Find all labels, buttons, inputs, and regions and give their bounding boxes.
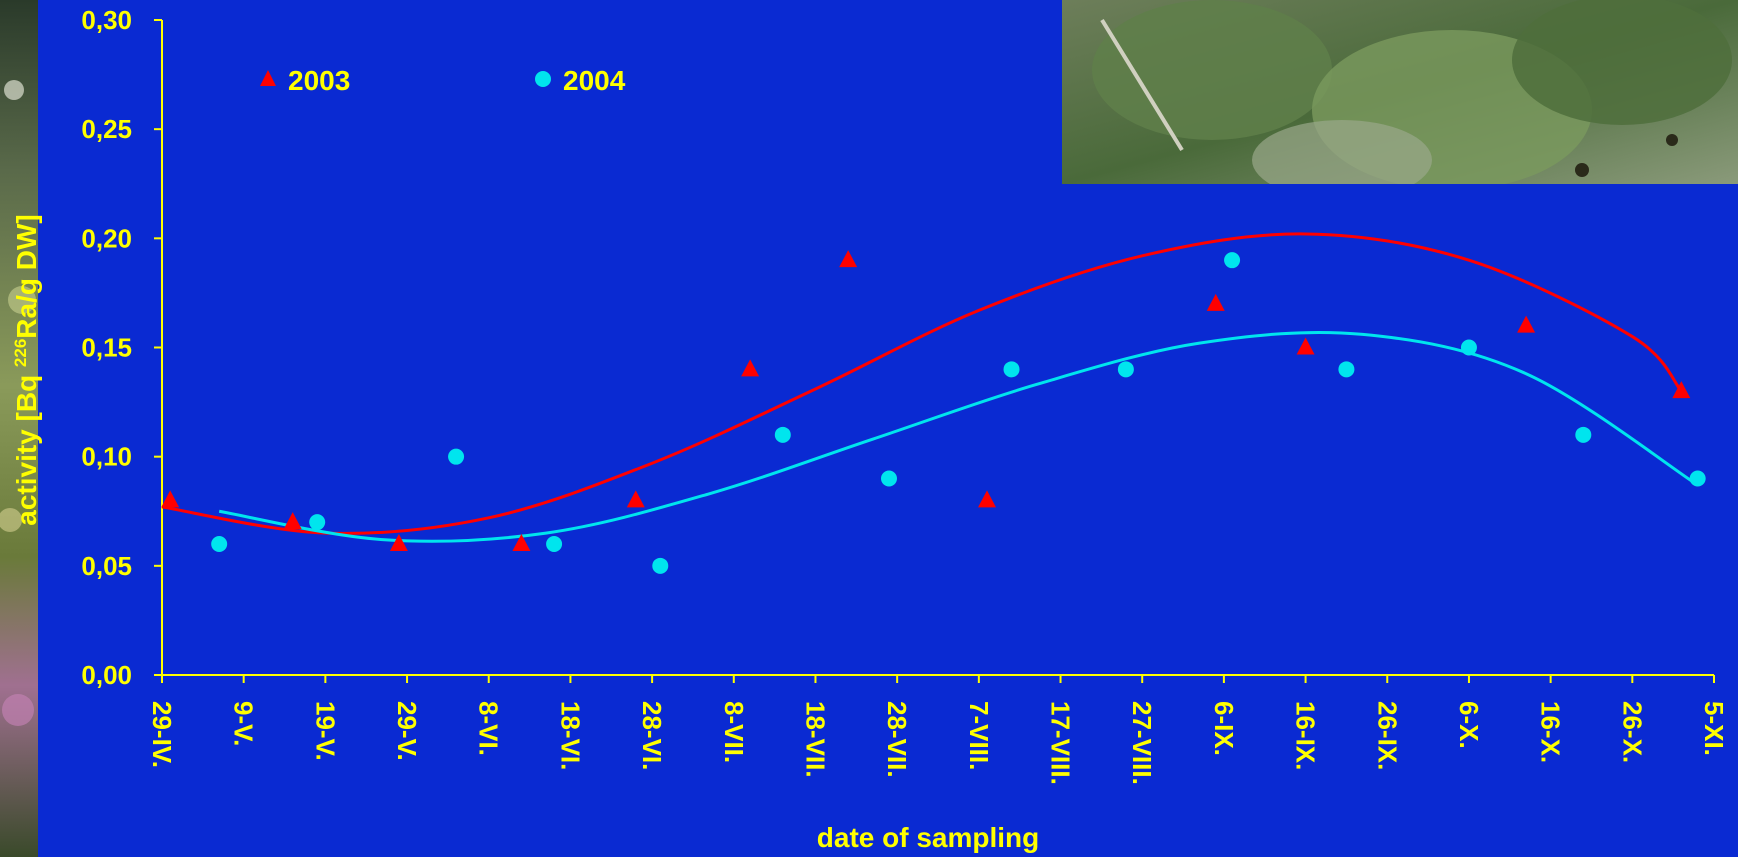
- y-axis: 0,00 0,05 0,10 0,15 0,20 0,25 0,30: [81, 5, 163, 690]
- y-tick-label: 0,05: [81, 551, 132, 581]
- x-tick-label: 16-X.: [1536, 701, 1566, 763]
- legend: 2003 2004: [260, 65, 626, 96]
- legend-label-2003: 2003: [288, 65, 350, 96]
- x-axis: 29-IV. 9-V. 19-V. 29-V. 8-VI. 18-VI. 28-VI. 8-V…: [147, 674, 1729, 785]
- x-tick-label: 9-V.: [229, 701, 259, 746]
- point-2003: [741, 359, 760, 377]
- point-2003: [283, 512, 302, 530]
- point-2003: [1206, 293, 1225, 311]
- x-tick-label: 28-VII.: [882, 701, 912, 778]
- x-tick-label: 27-VIII.: [1127, 701, 1157, 785]
- point-2004: [448, 448, 465, 465]
- y-tick-label: 0,00: [81, 660, 132, 690]
- trend-line-2003: [161, 232, 1683, 535]
- x-tick-label: 5-XI.: [1699, 701, 1729, 756]
- point-2003: [626, 490, 645, 508]
- x-tick-label: 29-V.: [392, 701, 422, 761]
- y-axis-title-post: Ra/g DW]: [11, 214, 42, 338]
- point-2004: [1224, 252, 1241, 269]
- x-tick-label: 7-VIII.: [964, 701, 994, 770]
- x-tick-label: 28-VI.: [637, 701, 667, 770]
- y-tick-label: 0,30: [81, 5, 132, 35]
- point-2003: [978, 490, 997, 508]
- point-2004: [1338, 361, 1355, 378]
- point-2003: [1296, 337, 1315, 355]
- x-tick-label: 6-IX.: [1209, 701, 1239, 756]
- x-tick-label: 26-IX.: [1372, 701, 1402, 770]
- legend-label-2004: 2004: [563, 65, 626, 96]
- y-axis-title-sup: 226: [11, 339, 30, 367]
- point-2004: [880, 470, 897, 487]
- x-tick-label: 18-VII.: [800, 701, 830, 778]
- point-2004: [1460, 339, 1477, 356]
- point-2003: [1672, 381, 1691, 399]
- trend-line-2004: [218, 330, 1699, 543]
- point-2004: [546, 536, 563, 552]
- trend-lines: [161, 232, 1699, 543]
- x-tick-label: 16-IX.: [1291, 701, 1321, 770]
- y-tick-label: 0,25: [81, 114, 132, 144]
- x-tick-label: 29-IV.: [147, 701, 177, 768]
- point-2004: [1689, 470, 1706, 487]
- y-axis-title: activity [Bq 226Ra/g DW]: [11, 214, 42, 526]
- x-tick-label: 8-VII.: [719, 701, 749, 763]
- legend-marker-2004: [535, 71, 551, 87]
- x-tick-label: 18-VI.: [555, 701, 585, 770]
- x-tick-label: 17-VIII.: [1046, 701, 1076, 785]
- point-2004: [1575, 426, 1592, 443]
- point-2004: [1117, 361, 1134, 378]
- x-tick-label: 19-V.: [310, 701, 340, 761]
- x-axis-title: date of sampling: [817, 822, 1039, 853]
- y-tick-label: 0,15: [81, 333, 132, 363]
- point-2004: [1003, 361, 1020, 378]
- point-2003: [1517, 315, 1536, 333]
- x-tick-label: 8-VI.: [474, 701, 504, 756]
- legend-marker-2003: [260, 70, 276, 86]
- y-tick-label: 0,10: [81, 442, 132, 472]
- data-points: [161, 250, 1706, 574]
- point-2003: [161, 490, 180, 508]
- point-2003: [839, 250, 858, 268]
- x-tick-label: 26-X.: [1617, 701, 1647, 763]
- point-2003: [389, 534, 408, 551]
- y-axis-title-pre: activity [Bq: [11, 367, 42, 526]
- left-flower-photo: [0, 0, 38, 857]
- point-2004: [211, 536, 228, 552]
- inset-leaf-photo: [1062, 0, 1738, 184]
- point-2004: [774, 426, 791, 443]
- y-tick-label: 0,20: [81, 223, 132, 253]
- point-2003: [512, 534, 531, 551]
- point-2004: [652, 557, 669, 574]
- x-tick-label: 6-X.: [1454, 701, 1484, 749]
- point-2004: [309, 514, 326, 531]
